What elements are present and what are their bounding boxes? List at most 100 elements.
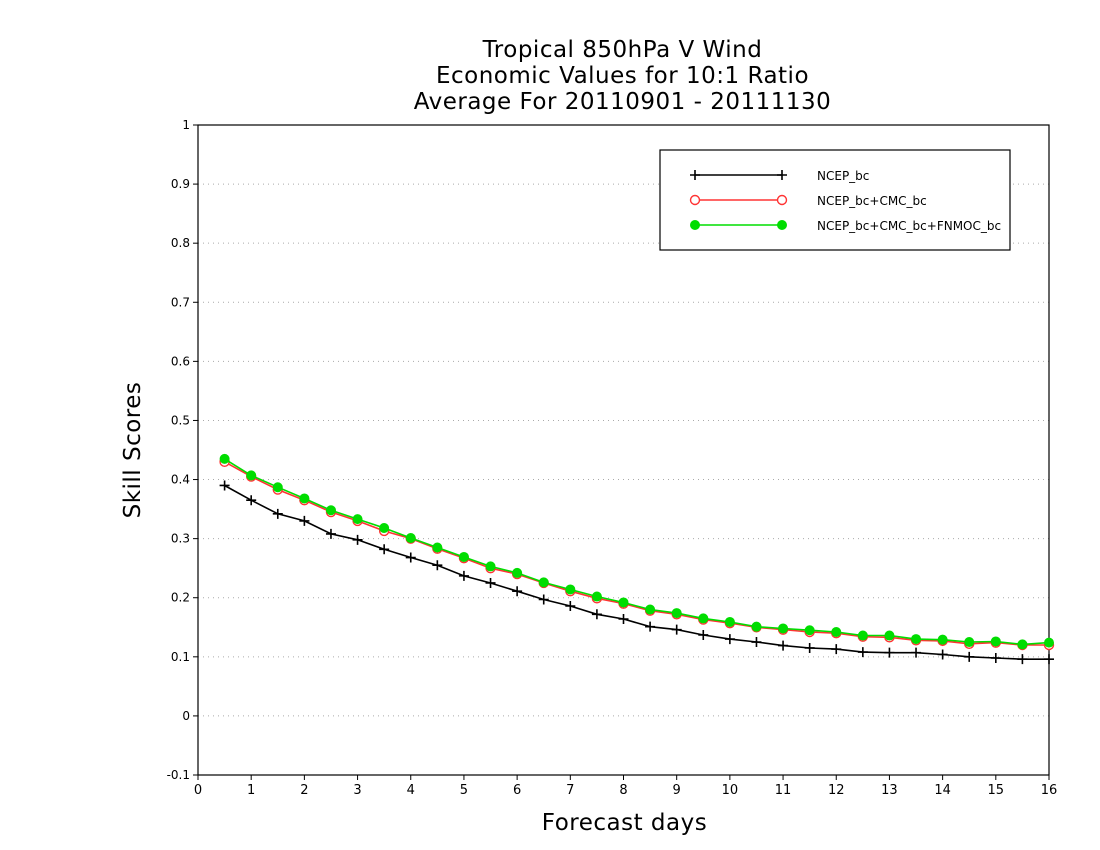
series-2-point-2 <box>272 482 283 493</box>
legend-marker-end-0 <box>777 170 787 180</box>
y-tick-label-11: 1 <box>182 118 190 132</box>
series-0-point-8 <box>432 560 443 571</box>
legend-marker-start-1 <box>689 194 701 206</box>
series-0-point-10 <box>485 577 496 588</box>
series-0-point-24 <box>857 647 868 658</box>
series-0-point-0 <box>219 480 230 491</box>
series-0-point-30 <box>1017 654 1028 665</box>
x-tick-label-14: 14 <box>934 783 951 798</box>
series-2-point-22 <box>804 625 815 636</box>
x-tick-label-16: 16 <box>1041 783 1058 798</box>
series-0-point-3 <box>299 515 310 526</box>
x-tick-label-11: 11 <box>775 783 792 798</box>
x-tick-label-7: 7 <box>566 783 574 798</box>
series-2-point-14 <box>591 591 602 602</box>
x-tick-label-10: 10 <box>722 783 739 798</box>
series-0-point-17 <box>671 624 682 635</box>
series-0-point-5 <box>352 534 363 545</box>
series-0-point-2 <box>272 508 283 519</box>
series-0-point-4 <box>325 528 336 539</box>
legend-marker-end-2 <box>777 220 787 230</box>
legend-label-1: NCEP_bc+CMC_bc <box>817 194 927 208</box>
series-2-point-19 <box>724 616 735 627</box>
series-0-point-15 <box>618 614 629 624</box>
series-0-point-7 <box>405 552 416 563</box>
chart-title-line-2: Economic Values for 10:1 Ratio <box>435 63 810 89</box>
series-line-1 <box>224 461 1049 646</box>
series-2-point-29 <box>990 636 1001 647</box>
series-0-point-20 <box>751 637 762 648</box>
y-tick-label-9: 0.8 <box>171 236 190 250</box>
series-2-point-27 <box>937 634 948 645</box>
y-axis-label: Skill Scores <box>120 381 146 519</box>
legend-label-2: NCEP_bc+CMC_bc+FNMOC_bc <box>817 219 1001 233</box>
series-0-point-27 <box>937 649 948 660</box>
series-2-point-20 <box>751 621 762 632</box>
x-tick-label-12: 12 <box>828 783 845 798</box>
x-tick-label-15: 15 <box>988 783 1005 798</box>
y-tick-label-0: -0.1 <box>167 768 190 782</box>
series-line-2 <box>224 458 1050 646</box>
series-2-point-10 <box>485 561 496 572</box>
series-2-point-31 <box>1044 637 1054 648</box>
series-0-point-28 <box>964 651 975 662</box>
legend-marker-start-0 <box>690 170 700 180</box>
series-2-point-16 <box>645 604 656 615</box>
series-2-point-28 <box>964 637 975 648</box>
series-2-point-30 <box>1017 639 1028 650</box>
series-2-point-18 <box>698 613 709 624</box>
series-0-point-21 <box>778 640 789 651</box>
series-2-point-24 <box>857 630 868 641</box>
x-tick-label-5: 5 <box>460 783 468 798</box>
series-0-point-31 <box>1044 654 1054 665</box>
y-tick-label-8: 0.7 <box>171 295 190 309</box>
legend-marker-end-1 <box>776 194 788 206</box>
x-tick-label-2: 2 <box>300 783 308 798</box>
series-2-point-4 <box>325 505 336 516</box>
series-2-point-23 <box>831 627 842 637</box>
series-0-point-13 <box>565 601 576 611</box>
series-2-point-8 <box>432 542 443 553</box>
x-tick-label-6: 6 <box>513 783 521 798</box>
y-tick-label-1: 0 <box>182 709 190 723</box>
series-2-point-9 <box>458 551 469 562</box>
series-2-point-0 <box>219 453 230 464</box>
series-0-point-16 <box>645 621 656 632</box>
series-0-point-1 <box>246 495 257 506</box>
x-tick-label-13: 13 <box>881 783 898 798</box>
series-line-0 <box>224 484 1049 661</box>
series-2-point-7 <box>405 533 416 544</box>
series-0-point-6 <box>379 544 390 555</box>
series-0-point-22 <box>804 642 815 653</box>
chart-title-line-1: Tropical 850hPa V Wind <box>482 37 763 63</box>
series-2-point-1 <box>246 470 257 481</box>
y-tick-label-4: 0.3 <box>171 532 190 546</box>
series-0-point-23 <box>831 644 842 655</box>
y-tick-label-5: 0.4 <box>171 473 190 487</box>
legend-label-0: NCEP_bc <box>817 169 869 183</box>
series-2-point-6 <box>379 523 390 533</box>
series-0-point-12 <box>538 594 549 605</box>
series-2-point-15 <box>618 597 629 608</box>
series-0-point-19 <box>724 634 735 645</box>
series-2-point-26 <box>911 634 922 645</box>
series-0-point-14 <box>591 609 602 620</box>
x-tick-label-1: 1 <box>247 783 255 798</box>
series-2-point-21 <box>778 623 789 634</box>
legend-marker-start-2 <box>690 220 700 230</box>
x-tick-label-8: 8 <box>619 783 627 798</box>
series-0-point-29 <box>990 653 1001 663</box>
chart-title-line-3: Average For 20110901 - 20111130 <box>413 89 832 115</box>
x-tick-label-4: 4 <box>407 783 415 798</box>
series-0-point-11 <box>512 586 523 597</box>
series-2-point-5 <box>352 514 363 525</box>
x-tick-label-0: 0 <box>194 783 202 798</box>
series-0-point-26 <box>911 647 922 658</box>
y-tick-label-3: 0.2 <box>171 591 190 605</box>
x-tick-label-3: 3 <box>353 783 361 798</box>
series-2-point-11 <box>512 567 523 578</box>
series-0-point-25 <box>884 647 895 658</box>
series-2-point-25 <box>884 630 895 641</box>
